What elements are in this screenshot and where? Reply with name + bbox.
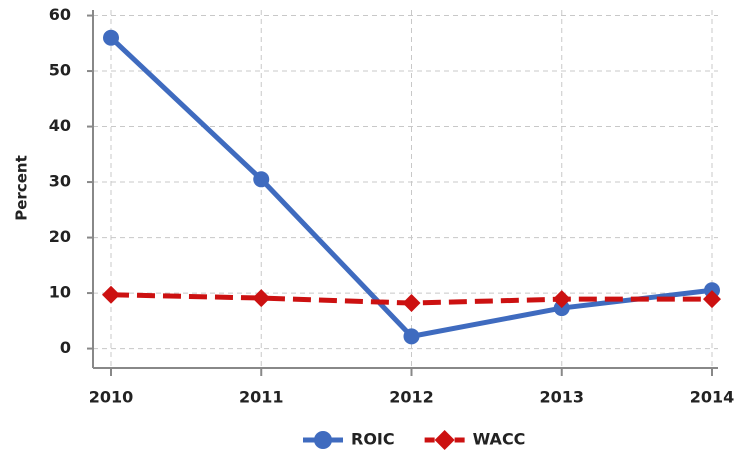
x-tick-label: 2012 <box>389 388 434 407</box>
marker-diamond <box>402 294 421 313</box>
y-tick-label: 20 <box>49 227 71 246</box>
x-tick-label: 2013 <box>539 388 584 407</box>
y-tick-label: 30 <box>49 172 71 191</box>
marker-diamond <box>552 290 571 309</box>
marker-diamond <box>102 285 120 304</box>
marker-circle <box>103 29 119 46</box>
marker-circle <box>314 431 332 449</box>
marker-diamond <box>703 290 721 309</box>
x-tick-label: 2011 <box>239 388 284 407</box>
legend-label: WACC <box>473 430 526 449</box>
legend-label: ROIC <box>351 430 395 449</box>
y-axis-label: Percent <box>13 155 31 220</box>
x-tick-label: 2010 <box>89 388 134 407</box>
legend: ROIC WACC <box>303 430 526 450</box>
y-tick-label: 40 <box>49 116 71 135</box>
marker-circle <box>403 328 420 345</box>
y-tick-label: 0 <box>60 338 71 357</box>
y-tick-label: 60 <box>49 5 71 24</box>
y-tick-label: 10 <box>49 283 71 302</box>
x-tick-label: 2014 <box>690 388 735 407</box>
y-tick-label: 50 <box>49 61 71 80</box>
marker-diamond <box>252 289 271 308</box>
marker-circle <box>253 171 270 188</box>
marker-diamond <box>434 430 455 450</box>
